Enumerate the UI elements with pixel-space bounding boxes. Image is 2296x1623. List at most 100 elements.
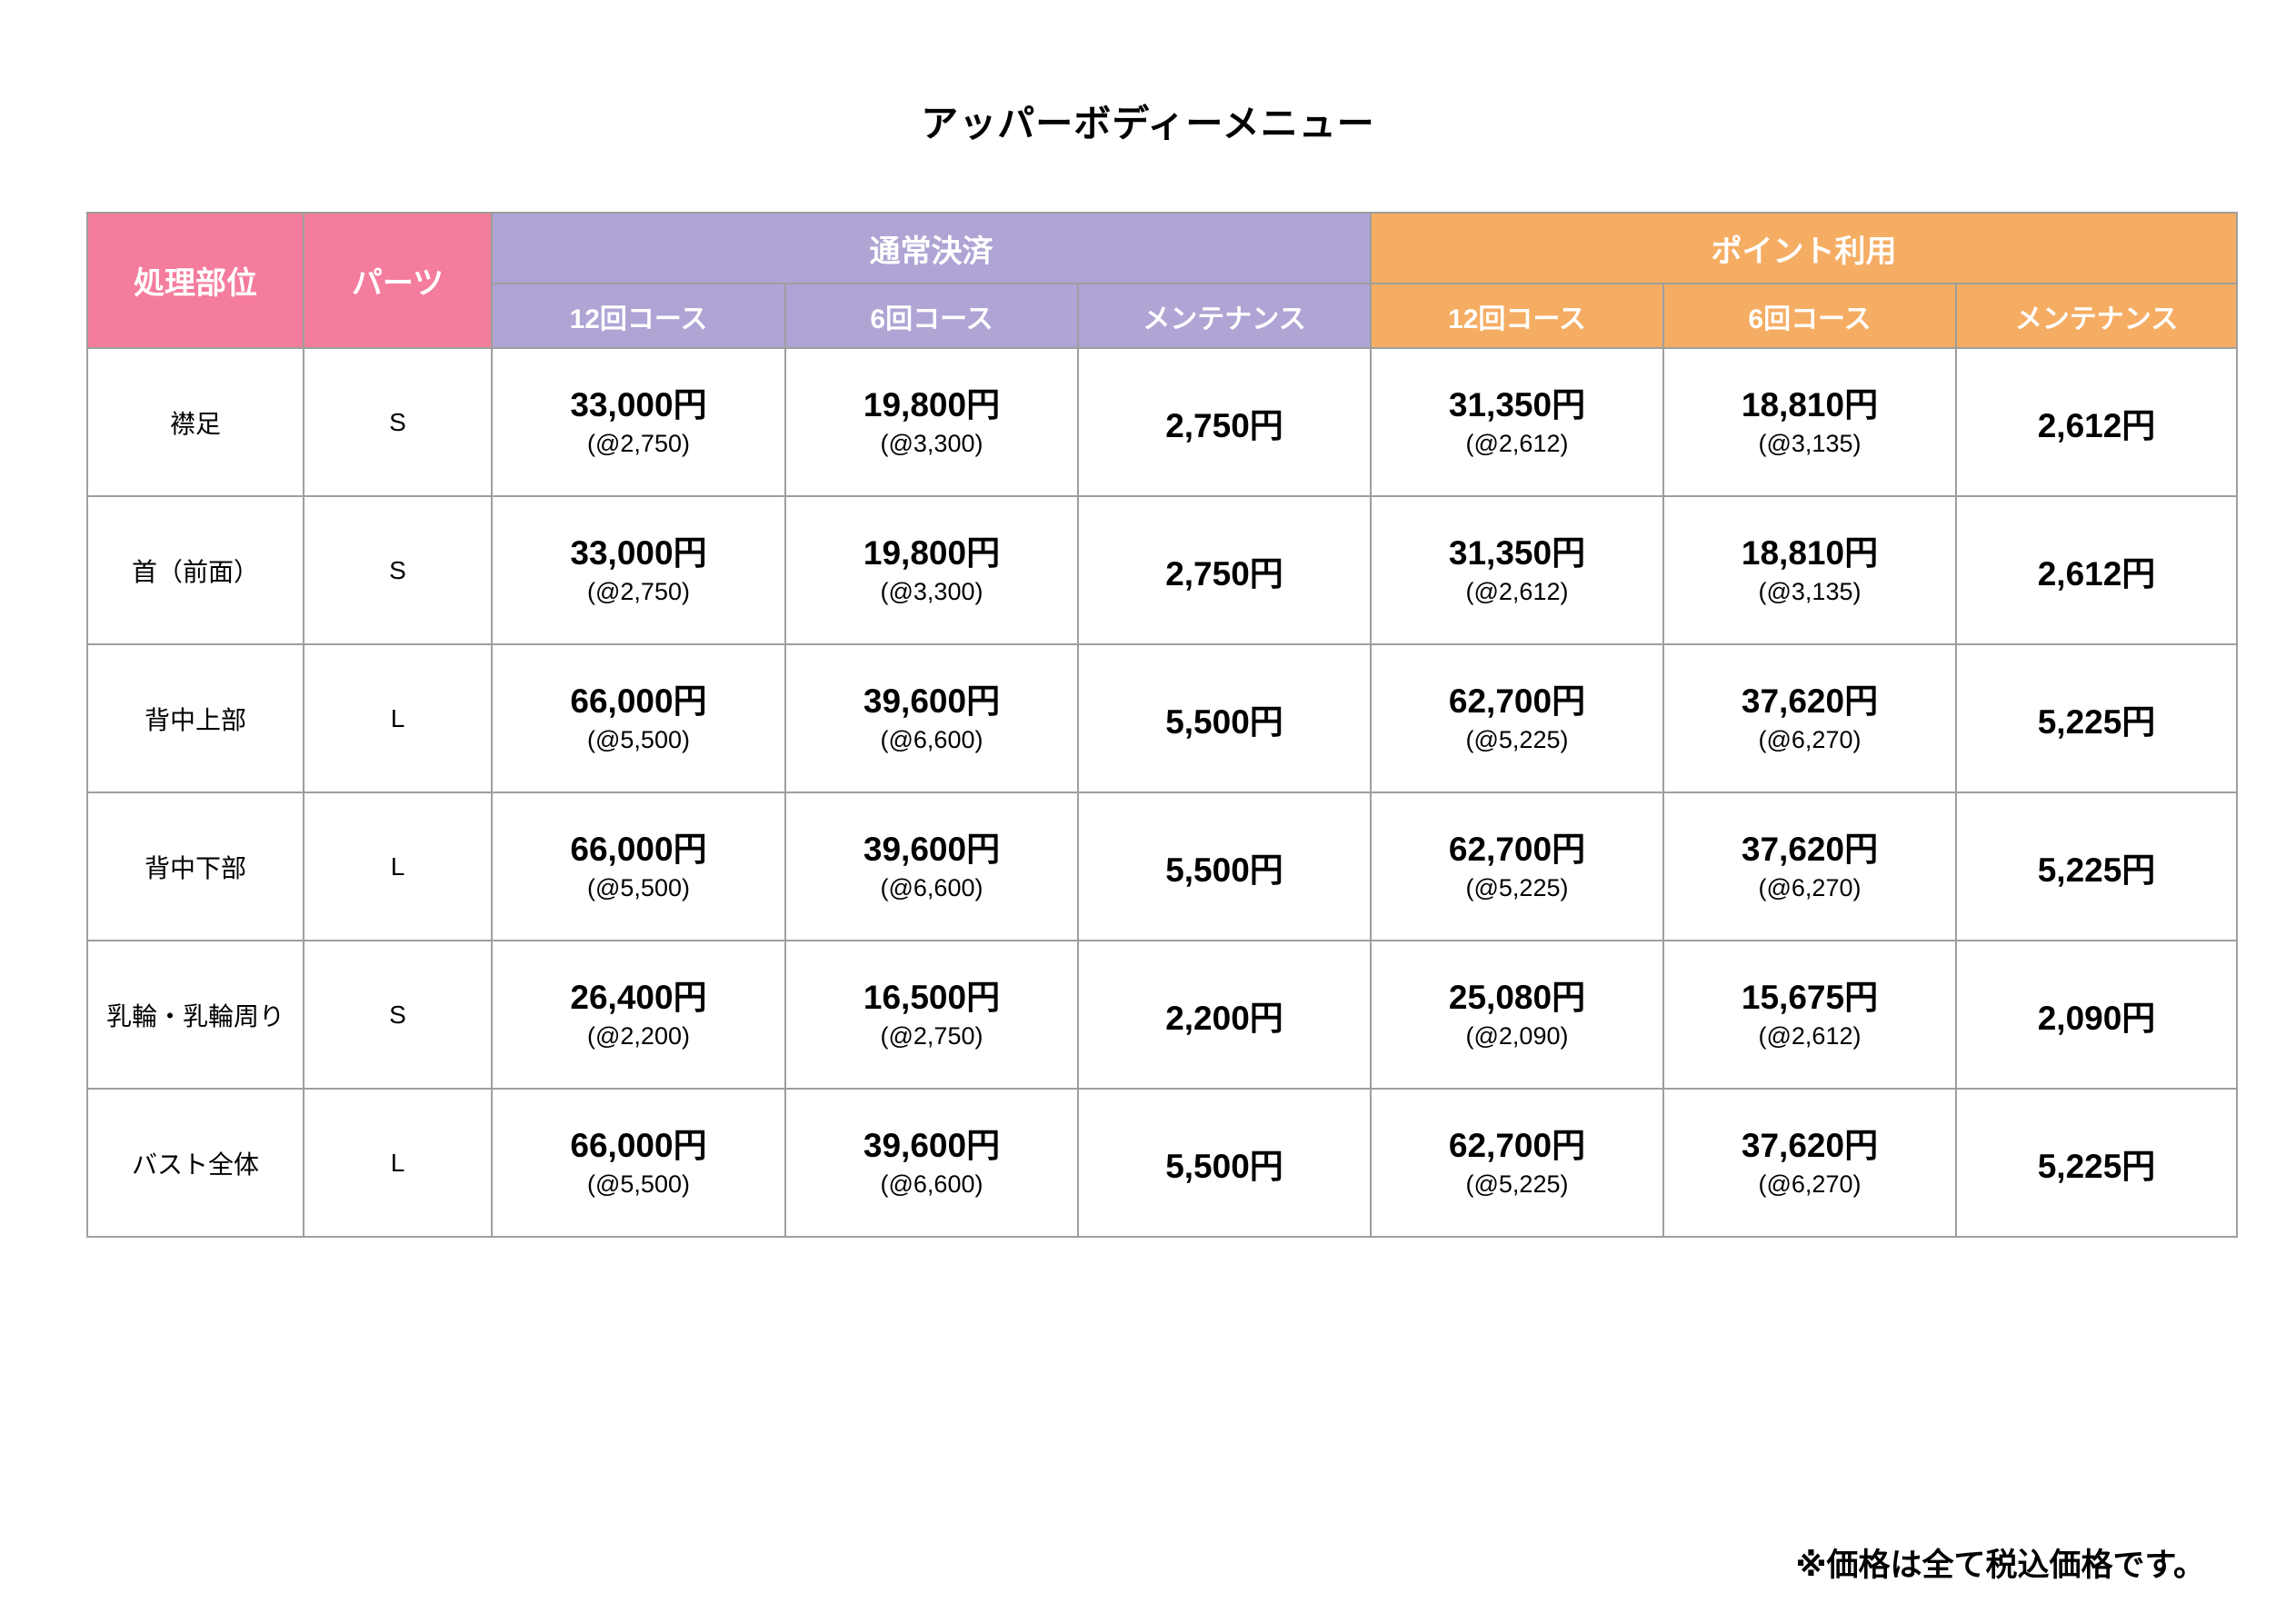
maintenance-cell-normal: 5,500円: [1077, 643, 1372, 793]
price-unit: (@5,225): [1465, 725, 1569, 753]
price-unit: (@5,225): [1465, 873, 1569, 901]
price-unit: (@2,750): [587, 429, 690, 457]
size-cell: S: [303, 495, 493, 645]
table-row: 襟足 S 33,000円 (@2,750) 19,800円 (@3,300) 2…: [86, 347, 2239, 497]
size-cell: S: [303, 347, 493, 497]
price-unit: (@2,750): [587, 577, 690, 605]
maintenance-cell-normal: 5,500円: [1077, 792, 1372, 941]
table-row: 乳輪・乳輪周り S 26,400円 (@2,200) 16,500円 (@2,7…: [86, 940, 2239, 1090]
header-area: 処理部位: [86, 212, 304, 349]
price-unit: (@3,300): [880, 429, 983, 457]
price-cell-normal-12: 66,000円 (@5,500): [491, 1088, 786, 1238]
price-cell-point-6: 18,810円 (@3,135): [1662, 347, 1957, 497]
price-main: 62,700円: [1448, 682, 1586, 720]
price-unit: (@6,270): [1758, 873, 1862, 901]
price-cell-point-12: 31,350円 (@2,612): [1370, 347, 1664, 497]
size-cell: L: [303, 792, 493, 941]
price-cell-point-6: 37,620円 (@6,270): [1662, 792, 1957, 941]
footnote: ※価格は全て税込価格です。: [1795, 1548, 2205, 1583]
price-unit: (@2,090): [1465, 1021, 1569, 1050]
price-cell-normal-12: 33,000円 (@2,750): [491, 347, 786, 497]
price-main: 39,600円: [863, 1126, 1001, 1164]
price-main: 39,600円: [863, 830, 1001, 868]
price-unit: (@6,600): [880, 873, 983, 901]
maintenance-cell-point: 5,225円: [1954, 643, 2239, 793]
price-main: 18,810円: [1741, 533, 1879, 572]
subheader-normal-maintenance: メンテナンス: [1077, 283, 1372, 349]
subheader-point-6: 6回コース: [1662, 283, 1957, 349]
table-row: 首（前面） S 33,000円 (@2,750) 19,800円 (@3,300…: [86, 495, 2239, 645]
price-main: 26,400円: [570, 978, 707, 1016]
price-main: 31,350円: [1448, 533, 1586, 572]
price-unit: (@3,300): [880, 577, 983, 605]
area-cell: 背中下部: [86, 792, 304, 941]
price-main: 19,800円: [863, 385, 1001, 423]
price-unit: (@6,600): [880, 725, 983, 753]
area-cell: 襟足: [86, 347, 304, 497]
size-cell: L: [303, 1088, 493, 1238]
price-cell-normal-6: 39,600円 (@6,600): [784, 792, 1079, 941]
price-unit: (@6,600): [880, 1170, 983, 1198]
price-main: 37,620円: [1741, 682, 1879, 720]
maintenance-cell-point: 2,090円: [1954, 940, 2239, 1090]
price-unit: (@3,135): [1758, 577, 1862, 605]
header-sub-row: 12回コース 6回コース メンテナンス 12回コース 6回コース メンテナンス: [87, 283, 2239, 349]
price-cell-point-6: 37,620円 (@6,270): [1662, 643, 1957, 793]
price-table: 処理部位 パーツ 通常決済 ポイント利用 12回コース 6回コース メンテナンス…: [86, 212, 2239, 1238]
price-main: 19,800円: [863, 533, 1001, 572]
price-cell-point-6: 18,810円 (@3,135): [1662, 495, 1957, 645]
price-unit: (@2,750): [880, 1021, 983, 1050]
subheader-point-12: 12回コース: [1370, 283, 1664, 349]
price-unit: (@5,500): [587, 873, 690, 901]
price-unit: (@2,200): [587, 1021, 690, 1050]
size-cell: S: [303, 940, 493, 1090]
maintenance-cell-normal: 2,750円: [1077, 495, 1372, 645]
size-cell: L: [303, 643, 493, 793]
price-main: 33,000円: [570, 533, 707, 572]
price-cell-point-12: 62,700円 (@5,225): [1370, 792, 1664, 941]
price-main: 16,500円: [863, 978, 1001, 1016]
price-main: 66,000円: [570, 1126, 707, 1164]
header-parts: パーツ: [303, 212, 493, 349]
price-unit: (@5,500): [587, 1170, 690, 1198]
price-cell-normal-12: 66,000円 (@5,500): [491, 792, 786, 941]
price-main: 33,000円: [570, 385, 707, 423]
maintenance-cell-point: 5,225円: [1954, 1088, 2239, 1238]
header-normal-payment-group: 通常決済: [491, 212, 1372, 284]
price-unit: (@2,612): [1758, 1021, 1862, 1050]
page-title: アッパーボディーメニュー: [921, 103, 1375, 144]
table-row: 背中上部 L 66,000円 (@5,500) 39,600円 (@6,600)…: [86, 643, 2239, 793]
price-unit: (@5,500): [587, 725, 690, 753]
price-unit: (@6,270): [1758, 1170, 1862, 1198]
price-cell-point-12: 25,080円 (@2,090): [1370, 940, 1664, 1090]
price-cell-point-12: 31,350円 (@2,612): [1370, 495, 1664, 645]
price-unit: (@6,270): [1758, 725, 1862, 753]
price-cell-normal-6: 16,500円 (@2,750): [784, 940, 1079, 1090]
price-cell-point-12: 62,700円 (@5,225): [1370, 643, 1664, 793]
header-point-use-group: ポイント利用: [1369, 212, 2239, 284]
price-main: 18,810円: [1741, 385, 1879, 423]
price-cell-normal-12: 33,000円 (@2,750): [491, 495, 786, 645]
price-cell-normal-12: 66,000円 (@5,500): [491, 643, 786, 793]
price-main: 37,620円: [1741, 830, 1879, 868]
area-cell: バスト全体: [86, 1088, 304, 1238]
price-main: 25,080円: [1448, 978, 1586, 1016]
price-cell-point-6: 37,620円 (@6,270): [1662, 1088, 1957, 1238]
price-cell-normal-6: 39,600円 (@6,600): [784, 1088, 1079, 1238]
price-main: 37,620円: [1741, 1126, 1879, 1164]
maintenance-cell-point: 2,612円: [1954, 495, 2239, 645]
price-main: 31,350円: [1448, 385, 1586, 423]
price-main: 62,700円: [1448, 830, 1586, 868]
price-main: 39,600円: [863, 682, 1001, 720]
price-cell-normal-6: 19,800円 (@3,300): [784, 495, 1079, 645]
table-row: 背中下部 L 66,000円 (@5,500) 39,600円 (@6,600)…: [86, 792, 2239, 941]
table-row: バスト全体 L 66,000円 (@5,500) 39,600円 (@6,600…: [86, 1088, 2239, 1238]
price-unit: (@5,225): [1465, 1170, 1569, 1198]
price-main: 66,000円: [570, 682, 707, 720]
price-cell-normal-6: 39,600円 (@6,600): [784, 643, 1079, 793]
maintenance-cell-point: 5,225円: [1954, 792, 2239, 941]
price-unit: (@3,135): [1758, 429, 1862, 457]
area-cell: 背中上部: [86, 643, 304, 793]
price-cell-normal-6: 19,800円 (@3,300): [784, 347, 1079, 497]
price-main: 66,000円: [570, 830, 707, 868]
